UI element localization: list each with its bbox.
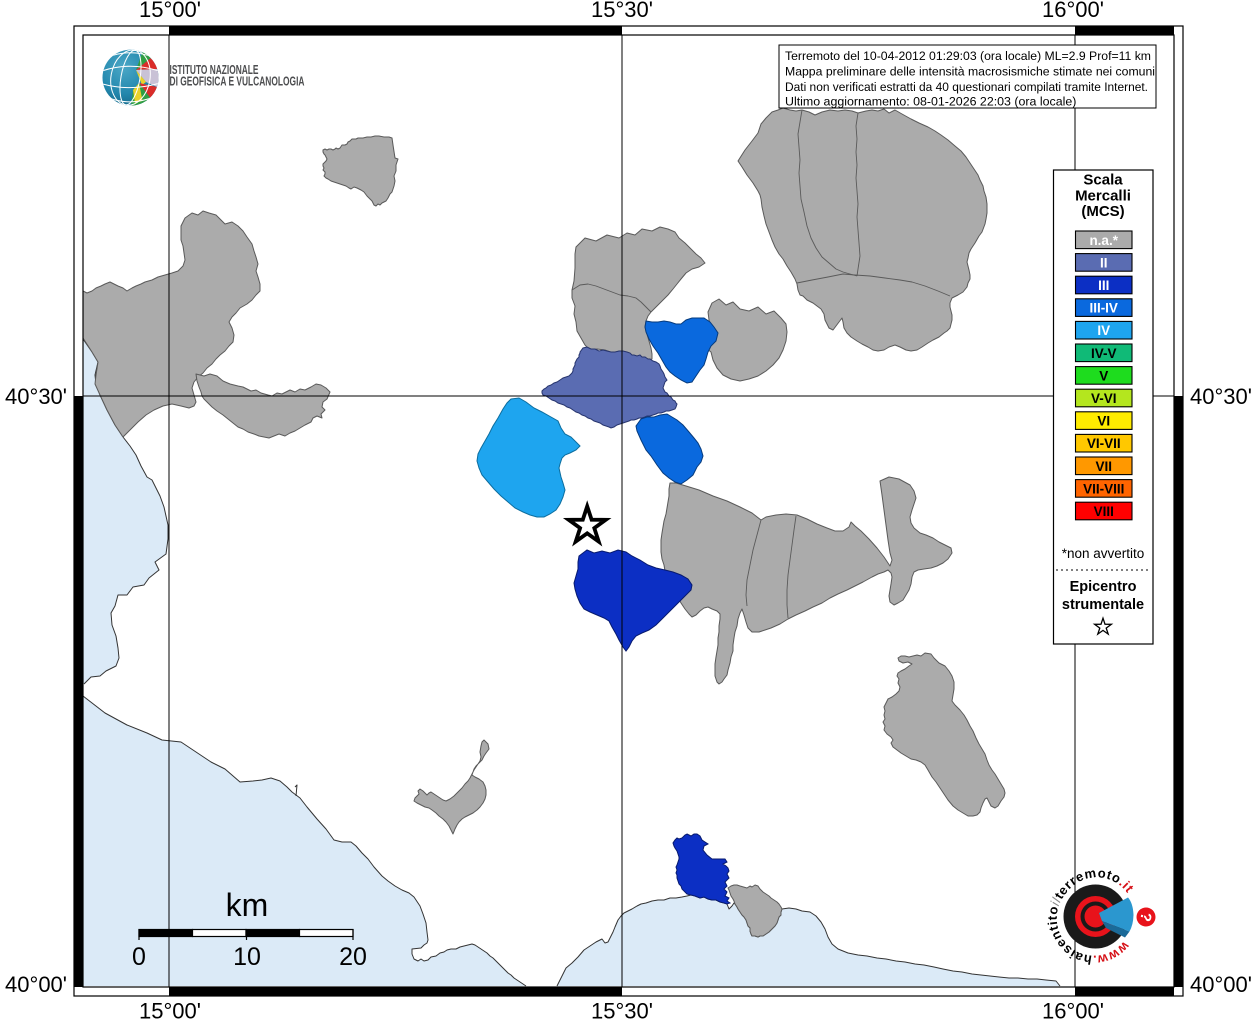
svg-text:15°00': 15°00' (139, 999, 201, 1024)
svg-text:*non avvertito: *non avvertito (1062, 546, 1145, 561)
svg-text:km: km (226, 887, 269, 923)
svg-text:Ultimo aggiornamento: 08-01-20: Ultimo aggiornamento: 08-01-2026 22:03 (… (785, 95, 1076, 109)
svg-text:VIII: VIII (1094, 504, 1114, 519)
svg-text:40°30': 40°30' (1190, 384, 1252, 409)
svg-text:DI GEOFISICA E VULCANOLOGIA: DI GEOFISICA E VULCANOLOGIA (170, 74, 305, 89)
svg-text:II: II (1100, 255, 1108, 270)
svg-text:Epicentro: Epicentro (1070, 579, 1137, 595)
svg-text:Mercalli: Mercalli (1075, 188, 1131, 205)
svg-text:VII: VII (1095, 459, 1112, 474)
svg-text:III-IV: III-IV (1089, 301, 1118, 316)
svg-text:10: 10 (233, 943, 261, 971)
svg-text:(MCS): (MCS) (1081, 203, 1124, 220)
svg-text:40°30': 40°30' (5, 384, 67, 409)
svg-text:VI: VI (1097, 414, 1110, 429)
svg-text:Dati non verificati estratti d: Dati non verificati estratti da 40 quest… (785, 80, 1148, 94)
svg-text:VII-VIII: VII-VIII (1083, 481, 1124, 496)
svg-text:III: III (1098, 278, 1109, 293)
svg-text:strumentale: strumentale (1062, 597, 1144, 613)
svg-text:V-VI: V-VI (1091, 391, 1117, 406)
svg-text:?: ? (1136, 911, 1154, 923)
svg-text:15°30': 15°30' (591, 0, 653, 22)
svg-text:16°00': 16°00' (1042, 0, 1104, 22)
svg-text:Terremoto del 10-04-2012 01:29: Terremoto del 10-04-2012 01:29:03 (ora l… (785, 49, 1151, 63)
svg-text:40°00': 40°00' (1190, 972, 1252, 997)
svg-text:VI-VII: VI-VII (1087, 436, 1121, 451)
svg-text:V: V (1099, 368, 1108, 383)
svg-text:Mappa preliminare delle intens: Mappa preliminare delle intensità macros… (785, 65, 1155, 79)
svg-text:20: 20 (339, 943, 367, 971)
svg-text:0: 0 (132, 943, 146, 971)
svg-text:IV: IV (1097, 323, 1110, 338)
svg-text:n.a.*: n.a.* (1089, 233, 1118, 248)
svg-text:15°30': 15°30' (591, 999, 653, 1024)
svg-text:40°00': 40°00' (5, 972, 67, 997)
svg-text:ISTITUTO NAZIONALE: ISTITUTO NAZIONALE (170, 62, 259, 77)
svg-text:16°00': 16°00' (1042, 999, 1104, 1024)
svg-text:15°00': 15°00' (139, 0, 201, 22)
svg-text:Scala: Scala (1083, 172, 1123, 189)
svg-text:IV-V: IV-V (1091, 346, 1117, 361)
